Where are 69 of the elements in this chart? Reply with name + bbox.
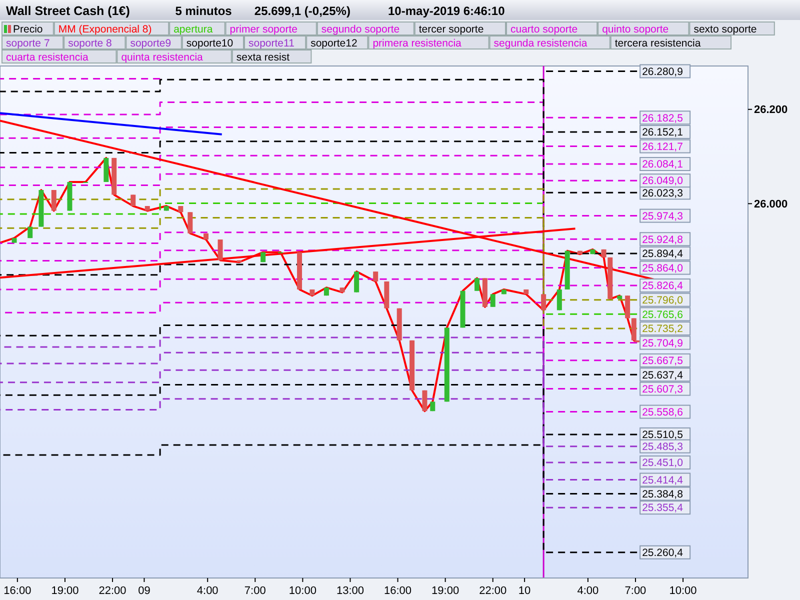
x-tick-label: 10 bbox=[518, 585, 531, 597]
text: sexto soporte bbox=[694, 24, 757, 36]
x-tick-label: 4:00 bbox=[577, 585, 599, 597]
text: tercer soporte bbox=[418, 24, 484, 36]
data-label: 25.864,0 bbox=[642, 262, 684, 274]
x-tick-label: 7:00 bbox=[624, 585, 646, 597]
data-label: 26.023,3 bbox=[642, 187, 684, 200]
x-tick-label: 19:00 bbox=[432, 585, 460, 597]
data-label: 25.607,3 bbox=[642, 383, 684, 396]
x-tick-label: 10:00 bbox=[669, 585, 697, 597]
data-label: 26.152,1 bbox=[642, 126, 684, 139]
text: soporte 7 bbox=[6, 38, 50, 50]
data-label: 25.924,8 bbox=[642, 234, 684, 246]
data-label: 26.084,1 bbox=[642, 158, 684, 171]
x-tick-label: 13:00 bbox=[336, 585, 364, 597]
text: tercera resistencia bbox=[614, 38, 701, 50]
text: primera resistencia bbox=[372, 38, 462, 50]
text: cuarta resistencia bbox=[6, 52, 88, 64]
y-tick-label: 26.200 bbox=[754, 104, 788, 116]
text: soporte9 bbox=[130, 38, 172, 50]
data-label: 25.704,9 bbox=[642, 337, 684, 350]
text: soporte 8 bbox=[68, 38, 112, 50]
x-tick-label: 16:00 bbox=[384, 585, 412, 597]
data-label: 25.414,4 bbox=[642, 474, 684, 486]
x-tick-label: 4:00 bbox=[196, 585, 218, 597]
text: 10-may-2019 6:46:10 bbox=[388, 4, 506, 18]
data-label: 26.182,5 bbox=[642, 112, 684, 124]
text: quinto soporte bbox=[602, 24, 669, 36]
text: segundo soporte bbox=[321, 24, 400, 36]
data-label: 25.558,6 bbox=[642, 406, 684, 418]
data-label: 26.121,7 bbox=[642, 140, 684, 153]
text: 25.699,1 (-0,25%) bbox=[254, 4, 350, 18]
y-tick-label: 26.000 bbox=[754, 198, 788, 211]
text: segunda resistencia bbox=[494, 38, 588, 50]
text: soporte11 bbox=[248, 38, 295, 50]
text: 5 minutos bbox=[175, 4, 232, 18]
x-tick-label: 22:00 bbox=[479, 585, 507, 597]
data-label: 25.765,6 bbox=[642, 308, 684, 321]
x-tick-label: 10:00 bbox=[288, 585, 316, 597]
text: apertura bbox=[174, 24, 213, 36]
data-label: 25.485,3 bbox=[642, 441, 684, 453]
series-label: sexta resist bbox=[236, 52, 290, 64]
data-label: 25.451,0 bbox=[642, 457, 684, 470]
x-tick-label: 7:00 bbox=[244, 585, 266, 597]
x-tick-label: 22:00 bbox=[98, 585, 126, 597]
text: soporte12 bbox=[310, 38, 358, 50]
data-label: 25.826,4 bbox=[642, 280, 684, 292]
text: MM (Exponencial 8) bbox=[58, 24, 152, 36]
data-label: 25.974,3 bbox=[642, 210, 684, 222]
x-tick-label: 19:00 bbox=[51, 585, 79, 597]
x-tick-label: 09 bbox=[138, 585, 150, 597]
legend-label: Precio bbox=[13, 24, 43, 36]
text: quinta resistencia bbox=[121, 52, 204, 64]
data-label: 25.510,5 bbox=[642, 429, 684, 442]
data-label: 26.280,9 bbox=[642, 66, 684, 78]
data-label: 25.384,8 bbox=[642, 488, 684, 500]
data-label: 25.735,2 bbox=[642, 323, 684, 336]
data-label: 25.355,4 bbox=[642, 502, 684, 514]
data-label: 26.049,0 bbox=[642, 175, 684, 188]
data-label: 25.796,0 bbox=[642, 294, 684, 307]
data-label: 25.260,4 bbox=[642, 547, 684, 560]
text: soporte10 bbox=[186, 38, 234, 50]
text: cuarto soporte bbox=[510, 24, 578, 36]
data-label: 25.637,4 bbox=[642, 369, 684, 382]
text: primer soporte bbox=[230, 24, 298, 36]
x-tick-label: 16:00 bbox=[4, 585, 32, 597]
data-label: 25.894,4 bbox=[642, 248, 684, 260]
data-label: 25.667,5 bbox=[642, 355, 684, 368]
chart-title: Wall Street Cash (1€) bbox=[6, 4, 130, 18]
